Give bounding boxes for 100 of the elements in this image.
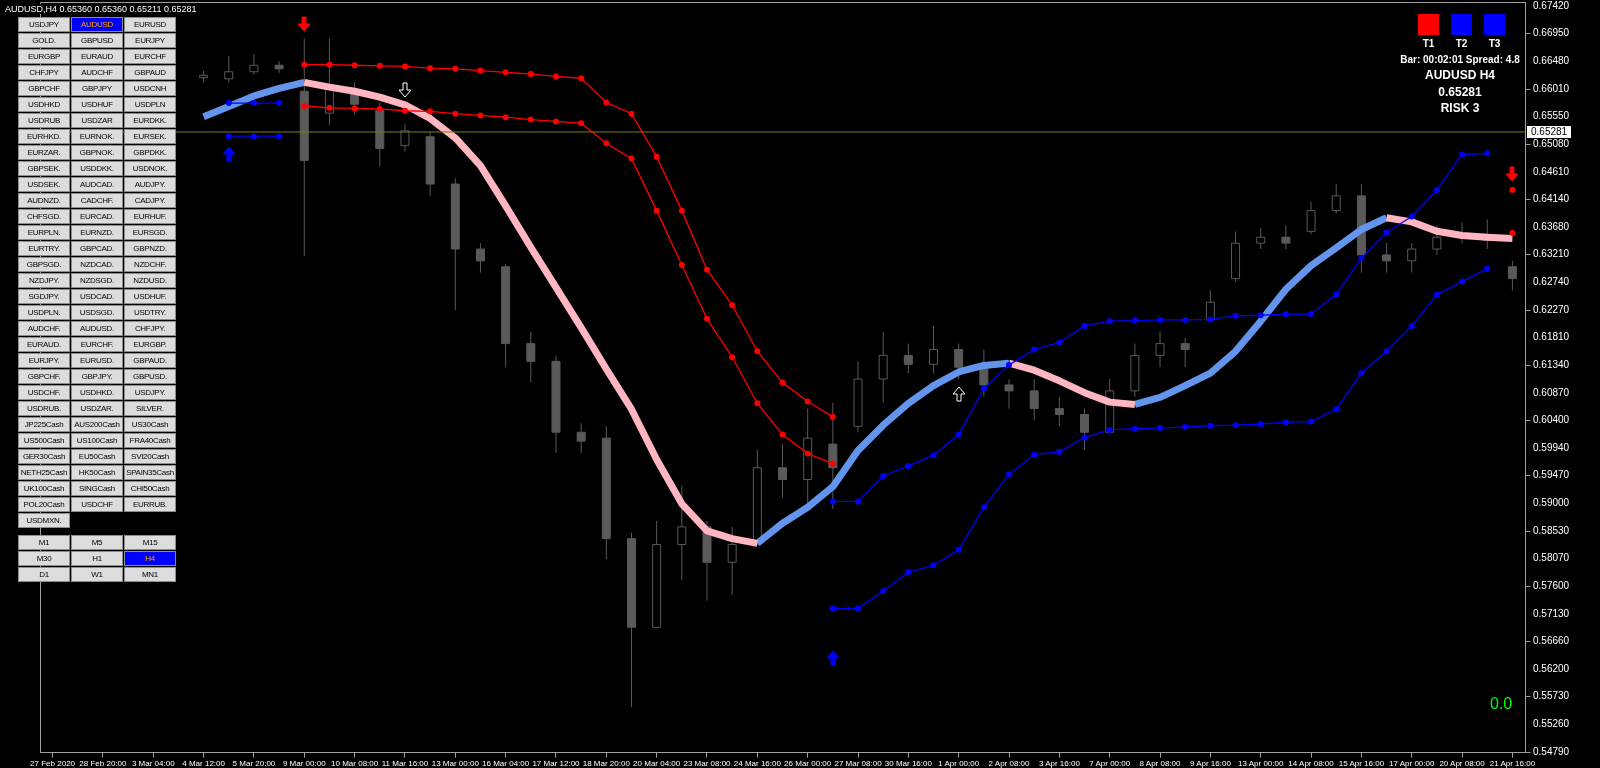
button: GBPNZD. — [124, 241, 176, 256]
candlestick — [1407, 242, 1417, 274]
y-tick-label: 0.65080 — [1533, 137, 1570, 149]
y-tick-label: 0.64140 — [1533, 193, 1570, 205]
point — [880, 473, 887, 479]
button: POL20Cash — [18, 497, 70, 512]
x-tick-label: 20 Apr 08:00 — [1439, 758, 1486, 768]
annotation: 0.65281 — [1437, 85, 1483, 99]
point — [1459, 151, 1466, 158]
y-tick-label: 0.62740 — [1533, 276, 1570, 288]
candlestick — [1029, 378, 1039, 421]
point — [955, 546, 962, 553]
button: EURJPY. — [18, 353, 70, 368]
point — [880, 588, 887, 595]
button: NZDCAD. — [71, 257, 123, 272]
point — [804, 398, 811, 405]
point — [427, 65, 434, 72]
y-tick-label: 0.57130 — [1533, 607, 1570, 619]
y-tick-label: 0.62270 — [1533, 303, 1570, 315]
y-tick-label: 0.65550 — [1533, 110, 1570, 122]
button: USDTRY. — [124, 305, 176, 320]
button: EURGBP. — [124, 337, 176, 352]
point — [1031, 451, 1038, 458]
button: NZDCHF. — [124, 257, 176, 272]
button: AUDUSD — [71, 17, 123, 32]
button: USDSGD. — [71, 305, 123, 320]
point — [502, 69, 509, 76]
x-tick-label: 4 Mar 12:00 — [182, 758, 226, 768]
point — [1383, 348, 1390, 355]
point — [628, 110, 635, 117]
button: EURSEK. — [124, 129, 176, 144]
button: EURJPY — [124, 33, 176, 48]
point — [729, 354, 736, 361]
y-tick-label: 0.66010 — [1533, 82, 1570, 94]
y-tick-label: 0.64610 — [1533, 165, 1570, 177]
point — [1182, 423, 1189, 430]
point — [1358, 370, 1365, 377]
button: USDHUF. — [124, 289, 176, 304]
candlestick — [1256, 227, 1266, 250]
button: EURSGD. — [124, 225, 176, 240]
point — [1308, 418, 1315, 425]
candlestick — [1507, 260, 1517, 291]
point — [955, 431, 962, 438]
point — [225, 100, 232, 107]
annotation: AUDUSD H4 — [1424, 68, 1496, 82]
point — [326, 61, 333, 68]
point — [905, 462, 912, 469]
candlestick — [929, 325, 939, 374]
button: EURHKD. — [18, 129, 70, 144]
point — [754, 400, 761, 407]
point — [1182, 316, 1189, 323]
candlestick — [903, 343, 913, 374]
point — [1484, 265, 1491, 272]
x-tick-label: 27 Mar 08:00 — [834, 758, 883, 768]
y-tick-label: 0.59470 — [1533, 469, 1570, 481]
button: SGDJPY. — [18, 289, 70, 304]
x-tick-label: 7 Apr 00:00 — [1089, 758, 1131, 768]
button: USDHKD — [18, 97, 70, 112]
point — [1433, 186, 1440, 193]
button: GBPCHF. — [18, 369, 70, 384]
point — [1408, 213, 1415, 220]
point — [527, 116, 534, 123]
point — [250, 133, 257, 140]
candlestick — [1281, 224, 1291, 250]
button: GBPUSD — [71, 33, 123, 48]
x-tick-label: 20 Mar 04:00 — [633, 758, 681, 768]
button: USDCAD. — [71, 289, 123, 304]
point — [477, 67, 484, 74]
point — [1333, 291, 1340, 298]
point — [703, 266, 710, 273]
point — [1081, 434, 1088, 441]
x-tick-label: 2 Apr 08:00 — [988, 758, 1031, 768]
button: USDRUB. — [18, 401, 70, 416]
candlestick — [778, 443, 787, 498]
y-tick-label: 0.60400 — [1533, 414, 1570, 426]
point — [1006, 361, 1013, 368]
point — [1157, 316, 1164, 323]
candlestick — [1382, 242, 1392, 274]
button: GBPCAD. — [71, 241, 123, 256]
y-tick-label: 0.59940 — [1533, 441, 1570, 453]
x-tick-label: 13 Apr 00:00 — [1238, 758, 1284, 768]
button: SVI20Cash — [124, 449, 176, 464]
y-tick-label: 0.55260 — [1533, 718, 1570, 730]
y-tick-label: 0.61340 — [1533, 358, 1570, 370]
point — [779, 379, 786, 386]
point — [1056, 448, 1063, 455]
button: EURRUB. — [124, 497, 176, 512]
point — [1308, 311, 1315, 318]
ref-line-label: 0.65281 — [1531, 125, 1568, 137]
x-tick-label: 14 Apr 08:00 — [1288, 758, 1335, 768]
point — [552, 73, 559, 80]
button: EURTRY. — [18, 241, 70, 256]
point — [1056, 339, 1063, 346]
y-tick-label: 0.66480 — [1533, 55, 1570, 67]
button: GBPSGD. — [18, 257, 70, 272]
button: USDPLN. — [18, 305, 70, 320]
y-tick-label: 0.56200 — [1533, 662, 1570, 674]
candlestick — [1331, 183, 1341, 215]
point — [351, 62, 358, 69]
point — [980, 504, 987, 511]
